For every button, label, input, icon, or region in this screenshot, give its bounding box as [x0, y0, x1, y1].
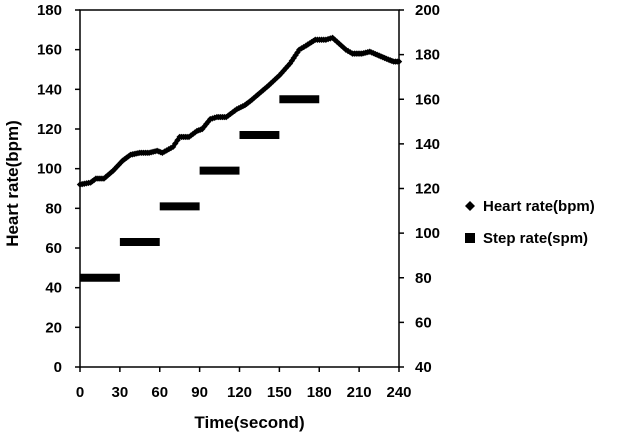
y-tick-label: 80: [45, 200, 62, 217]
heart-rate-point: [296, 46, 303, 53]
x-axis-title: Time(second): [194, 413, 304, 432]
heart-rate-point: [261, 85, 269, 92]
y-tick-label: 160: [37, 42, 62, 59]
y2-tick-label: 140: [415, 136, 440, 153]
y-tick-label: 40: [45, 280, 62, 297]
heart-rate-point: [227, 110, 234, 118]
y-tick-label: 120: [37, 121, 62, 138]
y-axis-ticks: 0 20 40 60 80 100 120 140 160 180: [37, 2, 80, 376]
heart-rate-point: [119, 157, 126, 164]
y-tick-label: 0: [54, 359, 62, 376]
x-tick-label: 30: [112, 384, 129, 401]
heart-rate-point: [205, 118, 212, 125]
legend: Heart rate(bpm) Step rate(spm): [465, 198, 595, 247]
heart-rate-point: [104, 172, 111, 179]
heart-rate-point: [111, 165, 119, 172]
x-tick-label: 120: [227, 384, 252, 401]
y2-tick-label: 40: [415, 359, 432, 376]
y-tick-label: 180: [37, 2, 62, 19]
x-tick-label: 0: [76, 384, 84, 401]
heart-rate-point: [274, 74, 281, 81]
heart-rate-point: [248, 96, 256, 103]
legend-marker-diamond: [465, 201, 475, 211]
heart-rate-point: [123, 154, 130, 161]
legend-marker-square: [465, 233, 475, 243]
x-tick-label: 60: [151, 384, 168, 401]
y2-tick-label: 60: [415, 314, 432, 331]
heart-rate-point: [106, 170, 113, 178]
heart-rate-point: [231, 107, 238, 114]
y-tick-label: 140: [37, 81, 62, 98]
heart-rate-point: [246, 98, 254, 105]
heart-rate-point: [286, 60, 294, 67]
heart-rate-point: [269, 78, 277, 85]
y2-tick-label: 180: [415, 47, 440, 64]
y-tick-label: 60: [45, 240, 62, 257]
heart-rate-point: [294, 49, 301, 56]
y2-axis-ticks: 40 60 80 100 120 140 160 180 200: [399, 2, 440, 376]
y2-tick-label: 100: [415, 225, 440, 242]
heart-rate-point: [329, 34, 336, 41]
y2-tick-label: 120: [415, 181, 440, 198]
heart-rate-point: [292, 52, 299, 59]
legend-item-heart-rate: Heart rate(bpm): [465, 198, 595, 215]
plot-marks: [76, 34, 403, 282]
y-tick-label: 100: [37, 161, 62, 178]
y-tick-label: 20: [45, 319, 62, 336]
legend-item-step-rate: Step rate(spm): [465, 230, 588, 247]
x-tick-label: 240: [386, 384, 411, 401]
heart-rate-point: [265, 82, 272, 89]
x-tick-label: 150: [267, 384, 292, 401]
heart-rate-point: [280, 67, 287, 74]
legend-label-heart-rate: Heart rate(bpm): [483, 198, 595, 215]
y2-tick-label: 160: [415, 91, 440, 108]
y2-tick-label: 80: [415, 270, 432, 287]
y2-tick-label: 200: [415, 2, 440, 19]
heart-rate-point: [108, 169, 115, 176]
x-axis-ticks: 0 30 60 90 120 150 180 210 240: [76, 367, 412, 401]
x-tick-label: 90: [191, 384, 208, 401]
x-tick-label: 210: [347, 384, 372, 401]
x-tick-label: 180: [307, 384, 332, 401]
heart-rate-point: [338, 42, 345, 49]
y-axis-title: Heart rate(bpm): [3, 120, 22, 247]
heart-rate-point: [256, 90, 263, 97]
legend-label-step-rate: Step rate(spm): [483, 230, 588, 247]
heart-rate-point: [187, 132, 195, 139]
